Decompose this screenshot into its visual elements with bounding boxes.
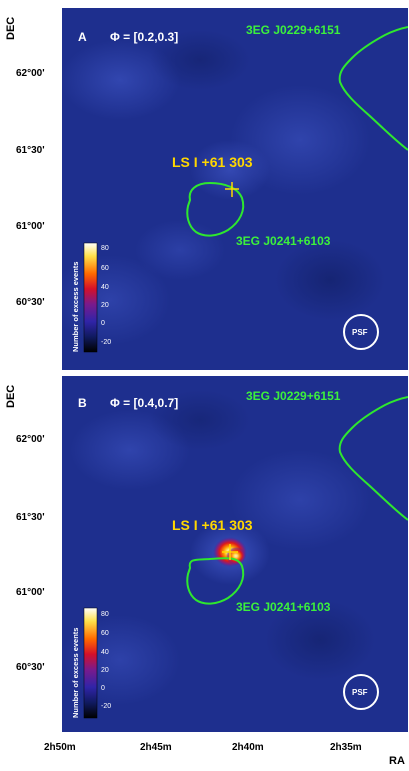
dec-tick-label: 61°30' — [16, 145, 45, 156]
colorbar-tick: 60 — [101, 630, 109, 637]
noise-blob — [265, 600, 375, 680]
dec-tick-label: 60°30' — [16, 297, 45, 308]
colorbar-tick: 20 — [101, 667, 109, 674]
ra-tick-label: 2h35m — [330, 742, 362, 753]
colorbar-tick: -20 — [101, 703, 111, 710]
dec-tick-label: 60°30' — [16, 662, 45, 673]
dec-tick-label: 62°00' — [16, 434, 45, 445]
colorbar-a: Number of excess events 80 60 40 20 0 -2… — [71, 242, 111, 353]
panel-letter: A — [78, 30, 87, 44]
phase-range-label: Φ = [0.2,0.3] — [110, 30, 178, 44]
colorbar-tick: 0 — [101, 320, 105, 327]
source-label-ls-i-61-303: LS I +61 303 — [172, 517, 253, 533]
colorbar-b: Number of excess events 80 60 40 20 0 -2… — [71, 607, 111, 719]
dec-tick-label: 62°00' — [16, 68, 45, 79]
psf-indicator: PSF — [343, 314, 379, 350]
dec-axis-title: DEC — [5, 17, 17, 40]
contour-3eg-j0241 — [186, 181, 245, 237]
source-label-3eg-j0229: 3EG J0229+6151 — [246, 23, 341, 37]
colorbar-title: Number of excess events — [71, 628, 80, 718]
noise-blob — [230, 450, 370, 550]
dec-tick-label: 61°00' — [16, 221, 45, 232]
source-label-3eg-j0229: 3EG J0229+6151 — [246, 389, 341, 403]
noise-blob — [190, 140, 270, 200]
dec-tick-label: 61°00' — [16, 587, 45, 598]
ra-tick-label: 2h45m — [140, 742, 172, 753]
contour-3eg-j0229 — [338, 26, 408, 151]
ra-axis-title: RA — [389, 755, 405, 767]
panel-a: A Φ = [0.2,0.3] 3EG J0229+6151 LS I +61 … — [62, 8, 408, 370]
colorbar-tick: 0 — [101, 685, 105, 692]
excess-hotspot — [226, 547, 246, 565]
colorbar-tick: 80 — [101, 245, 109, 252]
source-position-cross — [225, 182, 239, 197]
phase-range-label: Φ = [0.4,0.7] — [110, 396, 178, 410]
psf-label: PSF — [352, 688, 368, 697]
colorbar-tick: 20 — [101, 302, 109, 309]
source-label-3eg-j0241: 3EG J0241+6103 — [236, 234, 331, 248]
source-label-3eg-j0241: 3EG J0241+6103 — [236, 600, 331, 614]
colorbar-tick: 80 — [101, 611, 109, 618]
panel-letter: B — [78, 396, 87, 410]
noise-blob — [135, 220, 225, 280]
dec-axis-title: DEC — [5, 385, 17, 408]
colorbar-title: Number of excess events — [71, 262, 80, 352]
noise-blob — [150, 390, 250, 450]
ra-tick-label: 2h40m — [232, 742, 264, 753]
dec-tick-label: 61°30' — [16, 512, 45, 523]
noise-blob — [275, 240, 385, 320]
ra-tick-label: 2h50m — [44, 742, 76, 753]
colorbar-tick: 40 — [101, 284, 109, 291]
source-position-cross — [222, 544, 238, 560]
colorbar-tick: 60 — [101, 265, 109, 272]
contour-3eg-j0241 — [186, 557, 245, 605]
colorbar-tick: -20 — [101, 339, 111, 346]
psf-label: PSF — [352, 328, 368, 337]
contour-3eg-j0229 — [338, 396, 408, 521]
panel-b: B Φ = [0.4,0.7] 3EG J0229+6151 LS I +61 … — [62, 376, 408, 732]
noise-blob — [150, 30, 250, 90]
source-label-ls-i-61-303: LS I +61 303 — [172, 154, 253, 170]
psf-indicator: PSF — [343, 674, 379, 710]
colorbar-tick: 40 — [101, 649, 109, 656]
